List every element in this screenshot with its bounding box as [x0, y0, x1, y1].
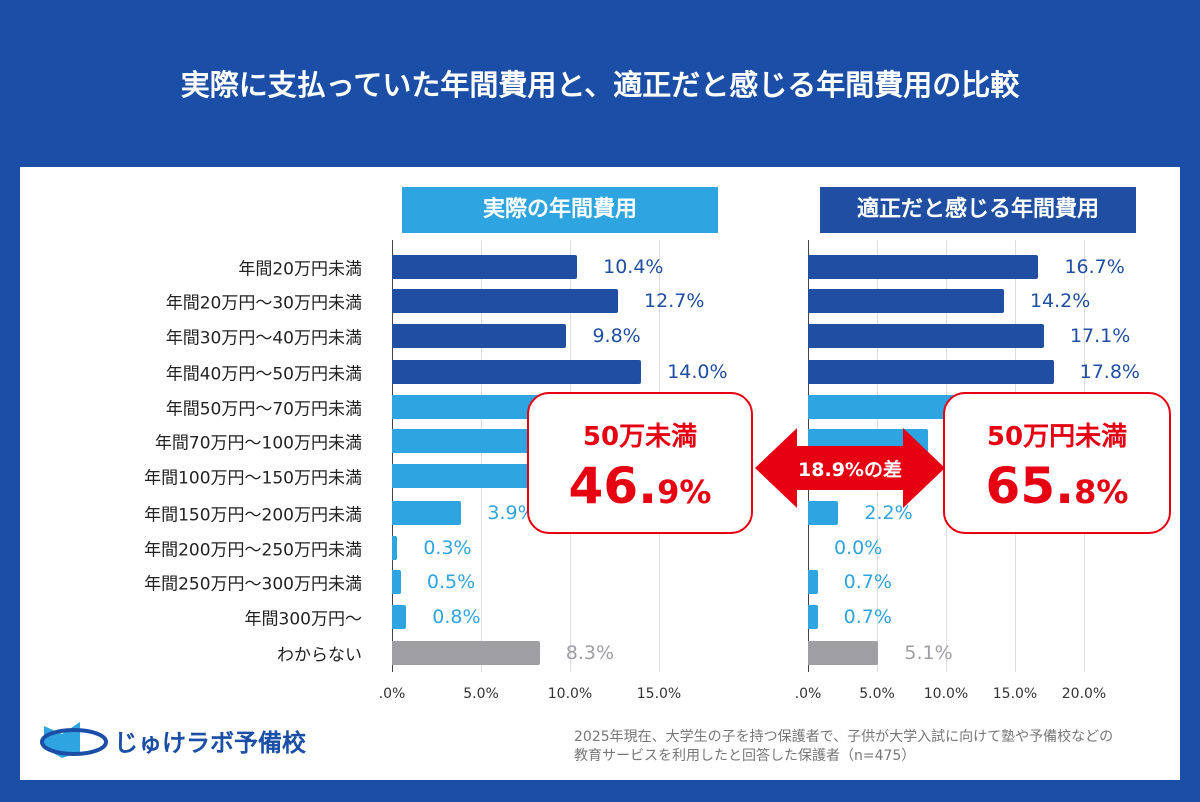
data-label: 0.5%	[426, 571, 476, 593]
data-label: 17.8%	[1079, 361, 1140, 383]
logo: じゅけラボ予備校	[38, 718, 306, 762]
left-chart-title: 実際の年間費用	[402, 187, 718, 233]
x-tick-label: 15.0%	[636, 686, 682, 702]
data-label: 2.2%	[864, 502, 913, 524]
data-label: 3.9%	[487, 502, 536, 524]
category-label: 年間100万円～150万円未満	[144, 468, 362, 489]
x-tick-label: 20.0%	[1061, 686, 1107, 702]
left-callout-value: 46.9%	[568, 457, 712, 515]
right-callout: 50万円未満 65.8%	[943, 392, 1171, 534]
data-label: 8.3%	[565, 642, 615, 664]
bar	[392, 289, 619, 313]
data-label: 0.7%	[843, 571, 892, 593]
bar	[392, 255, 578, 279]
x-tick-label: 5.0%	[859, 686, 895, 702]
bar	[392, 536, 398, 560]
right-callout-title: 50万円未満	[986, 422, 1128, 452]
data-label: 5.1%	[904, 642, 953, 664]
page-title: 実際に支払っていた年間費用と、適正だと感じる年間費用の比較	[180, 68, 1020, 102]
bar	[808, 324, 1044, 348]
y-axis	[392, 240, 393, 672]
bar	[808, 605, 818, 629]
data-label: 9.8%	[592, 325, 641, 347]
footnote: 2025年現在、大学生の子を持つ保護者で、子供が大学入試に向けて塾や予備校などの…	[574, 729, 1114, 764]
bar	[392, 360, 642, 384]
data-label: 14.2%	[1029, 290, 1091, 312]
data-label: 10.4%	[603, 256, 664, 278]
bar	[392, 570, 401, 594]
category-label: 年間70万円～100万円未満	[154, 433, 362, 454]
x-tick-label: 15.0%	[992, 686, 1038, 702]
bar	[808, 289, 1004, 313]
book-logo-icon	[40, 722, 108, 758]
x-tick-label: 10.0%	[923, 686, 969, 702]
data-label: 12.7%	[644, 290, 705, 312]
left-callout: 50万未満 46.9%	[527, 392, 753, 534]
data-label: 0.3%	[423, 537, 472, 559]
bar	[392, 605, 407, 629]
bar	[392, 641, 540, 665]
bar	[392, 324, 567, 348]
difference-arrow	[755, 428, 945, 508]
x-tick-label: .0%	[378, 686, 406, 702]
bar	[808, 501, 839, 525]
data-label: 16.7%	[1064, 256, 1125, 278]
category-label: 年間200万円～250万円未満	[144, 540, 362, 561]
difference-label: 18.9%の差	[798, 459, 902, 481]
data-label: 14.0%	[667, 361, 728, 383]
bar	[808, 255, 1039, 279]
bar	[808, 570, 818, 594]
category-label: 年間40万円～50万円未満	[165, 364, 362, 385]
x-tick-label: 10.0%	[547, 686, 593, 702]
data-label: 0.7%	[843, 606, 892, 628]
bar	[808, 641, 879, 665]
category-label: 年間250万円～300万円未満	[144, 574, 362, 595]
category-label: 年間20万円～30万円未満	[165, 293, 362, 314]
data-label: 0.8%	[432, 606, 481, 628]
data-label: 17.1%	[1069, 325, 1131, 347]
category-label: 年間150万円～200万円未満	[144, 505, 362, 526]
category-label: わからない	[277, 645, 362, 666]
x-tick-label: 5.0%	[463, 686, 499, 702]
data-label: 0.0%	[834, 537, 883, 559]
right-chart-title: 適正だと感じる年間費用	[820, 187, 1136, 233]
bar	[392, 501, 462, 525]
category-label: 年間300万円～	[244, 609, 362, 630]
x-tick-label: .0%	[794, 686, 822, 702]
category-label: 年間50万円～70万円未満	[165, 399, 362, 420]
category-label: 年間20万円未満	[238, 259, 362, 280]
gridline	[481, 240, 482, 672]
right-callout-value: 65.8%	[985, 457, 1129, 515]
category-label: 年間30万円～40万円未満	[165, 328, 362, 349]
bar	[808, 360, 1054, 384]
left-callout-title: 50万未満	[582, 422, 698, 452]
